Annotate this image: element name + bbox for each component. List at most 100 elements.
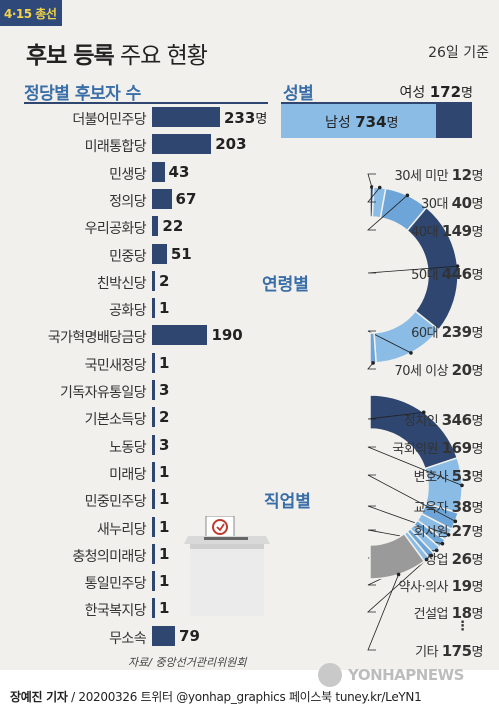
job-label-value-8: 175 xyxy=(441,642,472,660)
party-value-11: 2 xyxy=(159,408,170,427)
party-bar-16 xyxy=(152,543,155,564)
party-value-18: 1 xyxy=(159,599,170,618)
watermark: YONHAPNEWS xyxy=(318,663,498,691)
party-label-5: 민중당 xyxy=(109,248,146,265)
age-leader-dot-2 xyxy=(405,193,410,198)
male-name: 남성 xyxy=(325,115,351,131)
job-label-unit-6: 명 xyxy=(471,580,484,595)
party-label-7: 공화당 xyxy=(109,303,146,320)
party-bar-19 xyxy=(152,625,176,646)
source-note: 자료/ 중앙선거관리위원회 xyxy=(128,656,247,669)
age-label-value-5: 20 xyxy=(451,361,472,379)
age-label-unit-4: 명 xyxy=(471,326,484,341)
party-label-8: 국가혁명배당금당 xyxy=(47,330,147,347)
job-leader-dot-6 xyxy=(429,553,434,558)
party-value-4: 22 xyxy=(162,217,184,236)
age-label-unit-2: 명 xyxy=(471,225,484,240)
party-label-9: 국민새정당 xyxy=(84,357,147,374)
party-label-11: 기본소득당 xyxy=(84,412,147,429)
job-label-unit-8: 명 xyxy=(471,645,484,660)
age-label-name-2: 40대 xyxy=(411,225,442,240)
age-label-unit-1: 명 xyxy=(471,197,484,212)
gender-divider xyxy=(281,102,472,104)
female-unit: 명 xyxy=(461,86,473,101)
job-label-value-7: 18 xyxy=(451,604,472,622)
job-label-name-0: 정치인 xyxy=(403,414,442,429)
male-value: 734 xyxy=(355,113,387,131)
job-label-value-4: 27 xyxy=(451,522,472,540)
job-label-name-3: 교육자 xyxy=(413,501,452,516)
age-label-unit-5: 명 xyxy=(471,364,484,379)
gender-male-label: 남성 734명 xyxy=(325,112,399,132)
gender-female-label: 여성 172명 xyxy=(400,82,474,102)
job-label-name-4: 회사원 xyxy=(413,525,452,540)
job-label-8: 기타 175명 xyxy=(415,641,483,660)
party-bar-3 xyxy=(152,188,172,209)
job-label-7: 건설업 18명 xyxy=(414,603,484,622)
job-label-value-2: 53 xyxy=(451,467,472,485)
age-label-name-3: 50대 xyxy=(411,268,442,283)
job-chart-title: 직업별 xyxy=(264,492,311,512)
age-label-name-1: 30대 xyxy=(421,197,452,212)
author: 장예진 기자 xyxy=(10,690,68,704)
party-label-14: 민중민주당 xyxy=(84,494,147,511)
job-label-5: 상업 26명 xyxy=(425,549,483,568)
job-label-6: 약사·의사 19명 xyxy=(399,576,484,595)
party-value-12: 3 xyxy=(159,435,170,454)
party-bar-13 xyxy=(152,461,155,482)
age-label-2: 40대 149명 xyxy=(411,221,483,240)
party-bar-chart: 더불어민주당 233명 미래통합당 203 민생당 43 정의당 67 우리공화당 22 민중당 51… xyxy=(47,107,268,647)
party-value-16: 1 xyxy=(159,544,170,563)
job-label-2: 변호사 53명 xyxy=(414,466,484,485)
party-bar-2 xyxy=(152,161,165,182)
party-value-15: 1 xyxy=(159,517,170,536)
party-bar-14 xyxy=(152,489,155,510)
job-label-unit-1: 명 xyxy=(471,442,484,457)
job-label-unit-4: 명 xyxy=(471,525,484,540)
age-leader-dot-0 xyxy=(370,185,374,189)
age-label-name-4: 60대 xyxy=(411,326,442,341)
party-label-12: 노동당 xyxy=(109,439,146,456)
title-rest: 주요 현황 xyxy=(113,43,208,69)
party-bar-15 xyxy=(152,516,155,537)
party-bar-0 xyxy=(152,107,220,127)
gender-male-segment xyxy=(281,104,436,138)
party-label-6: 친박신당 xyxy=(96,275,147,292)
age-label-unit-3: 명 xyxy=(471,268,484,283)
party-value-14: 1 xyxy=(159,490,170,509)
party-label-2: 민생당 xyxy=(109,166,146,183)
age-leader-1 xyxy=(367,187,381,203)
party-value-9: 1 xyxy=(159,353,170,372)
age-leader-dot-4 xyxy=(409,351,413,355)
party-bar-1 xyxy=(152,134,212,155)
party-bar-17 xyxy=(152,571,155,592)
job-label-1: 국회의원 169명 xyxy=(392,438,483,457)
age-label-4: 60대 239명 xyxy=(411,322,483,341)
party-label-3: 정의당 xyxy=(109,193,146,210)
election-badge: 4·15 총선 xyxy=(0,0,62,26)
female-value: 172 xyxy=(429,83,462,101)
party-value-10: 3 xyxy=(159,381,170,399)
party-bar-7 xyxy=(152,298,155,319)
party-bar-11 xyxy=(152,407,155,428)
age-label-value-2: 149 xyxy=(441,222,472,240)
party-label-18: 한국복지당 xyxy=(84,603,147,620)
party-value-unit: 명 xyxy=(255,112,268,127)
age-leader-dot-5 xyxy=(371,361,375,365)
job-label-value-0: 346 xyxy=(441,411,472,429)
job-label-unit-2: 명 xyxy=(471,470,484,485)
age-label-name-5: 70세 이상 xyxy=(394,364,452,379)
party-value-1: 203 xyxy=(215,135,247,154)
party-value-2: 43 xyxy=(168,162,190,181)
age-leader-dot-1 xyxy=(377,185,382,190)
job-leader-dot-3 xyxy=(446,533,451,537)
age-leader-0 xyxy=(367,173,376,188)
party-value-7: 1 xyxy=(159,299,170,318)
job-leader-dot-4 xyxy=(440,541,445,546)
party-bar-8 xyxy=(152,325,208,346)
job-label-name-1: 국회의원 xyxy=(392,442,442,457)
party-bar-12 xyxy=(152,434,155,455)
job-leader-0 xyxy=(367,411,424,420)
title-bold: 후보 등록 xyxy=(26,43,115,69)
party-value-13: 1 xyxy=(159,462,170,481)
